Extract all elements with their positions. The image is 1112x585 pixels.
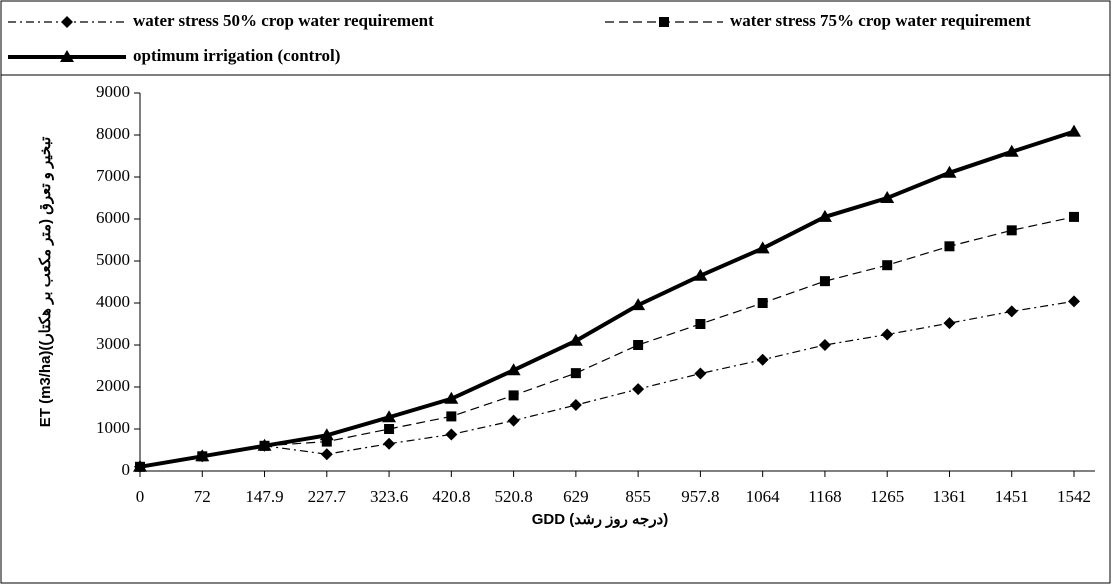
y-axis-title: ET (m3/ha)(تبخیر و تعرق (متر مکعب بر هکت…: [37, 137, 54, 428]
x-tick-label: 1168: [808, 487, 841, 506]
data-point: [1068, 295, 1080, 308]
data-point: [508, 390, 519, 401]
x-tick-label: 0: [136, 487, 145, 506]
legend-marker: [60, 50, 74, 62]
x-tick-label: 420.8: [432, 487, 470, 506]
y-tick-label: 5000: [96, 250, 130, 269]
data-point: [568, 333, 583, 346]
data-point: [942, 165, 957, 178]
data-point: [321, 436, 332, 447]
x-axis-title: GDD (درجه روز رشد): [532, 511, 669, 528]
data-point: [320, 448, 333, 461]
data-point: [319, 428, 334, 441]
data-point: [195, 449, 210, 462]
data-point: [507, 414, 520, 427]
data-point: [506, 363, 521, 376]
data-point: [133, 459, 147, 472]
x-tick-label: 629: [563, 487, 589, 506]
data-point: [257, 438, 272, 451]
x-tick-label: 1064: [746, 487, 781, 506]
legend-marker: [659, 17, 669, 27]
legend-label: optimum irrigation (control): [133, 46, 340, 65]
y-tick-label: 2000: [96, 376, 130, 395]
x-tick-label: 147.9: [245, 487, 283, 506]
data-point: [382, 410, 397, 423]
legend-label: water stress 50% crop water requirement: [133, 11, 434, 30]
series-line: [139, 216, 1075, 468]
data-point: [755, 241, 770, 254]
x-tick-label: 1361: [932, 487, 966, 506]
x-tick-label: 1542: [1057, 487, 1091, 506]
data-point: [1005, 305, 1018, 318]
data-point: [384, 424, 395, 434]
y-tick-label: 0: [122, 460, 131, 479]
data-point: [944, 241, 955, 252]
data-point: [943, 317, 956, 330]
data-point: [694, 367, 707, 380]
data-point: [818, 339, 831, 351]
data-point: [693, 268, 708, 281]
data-point: [819, 276, 830, 287]
data-point: [695, 319, 706, 329]
x-tick-label: 227.7: [308, 487, 347, 506]
y-tick-label: 1000: [96, 418, 130, 437]
data-point: [446, 411, 457, 422]
x-tick-label: 855: [625, 487, 651, 506]
data-point: [756, 353, 769, 366]
data-point: [882, 260, 893, 271]
x-tick-label: 323.6: [370, 487, 408, 506]
data-point: [444, 391, 459, 404]
y-tick-label: 6000: [96, 208, 130, 227]
data-point: [445, 428, 458, 441]
data-point: [383, 437, 396, 450]
y-tick-label: 4000: [96, 292, 130, 311]
data-point: [632, 383, 645, 396]
y-tick-label: 3000: [96, 334, 130, 353]
series-line: [139, 300, 1075, 468]
data-point: [1006, 225, 1017, 236]
data-point: [1004, 144, 1019, 157]
data-point: [631, 298, 646, 311]
series-line: [139, 129, 1075, 469]
x-tick-label: 957.8: [681, 487, 719, 506]
data-point: [880, 191, 895, 203]
y-tick-label: 8000: [96, 124, 130, 143]
data-point: [817, 209, 832, 222]
y-tick-label: 9000: [96, 82, 130, 101]
legend-label: water stress 75% crop water requirement: [730, 11, 1031, 30]
y-tick-label: 7000: [96, 166, 130, 185]
data-point: [1067, 124, 1081, 137]
x-tick-label: 1265: [870, 487, 904, 506]
x-tick-label: 1451: [995, 487, 1029, 506]
data-point: [570, 368, 581, 379]
legend-marker: [61, 16, 73, 28]
data-point: [881, 328, 894, 341]
x-tick-label: 72: [194, 487, 211, 506]
data-point: [569, 399, 582, 412]
data-point: [757, 298, 768, 308]
data-point: [1069, 211, 1079, 222]
x-tick-label: 520.8: [494, 487, 532, 506]
data-point: [633, 340, 644, 350]
